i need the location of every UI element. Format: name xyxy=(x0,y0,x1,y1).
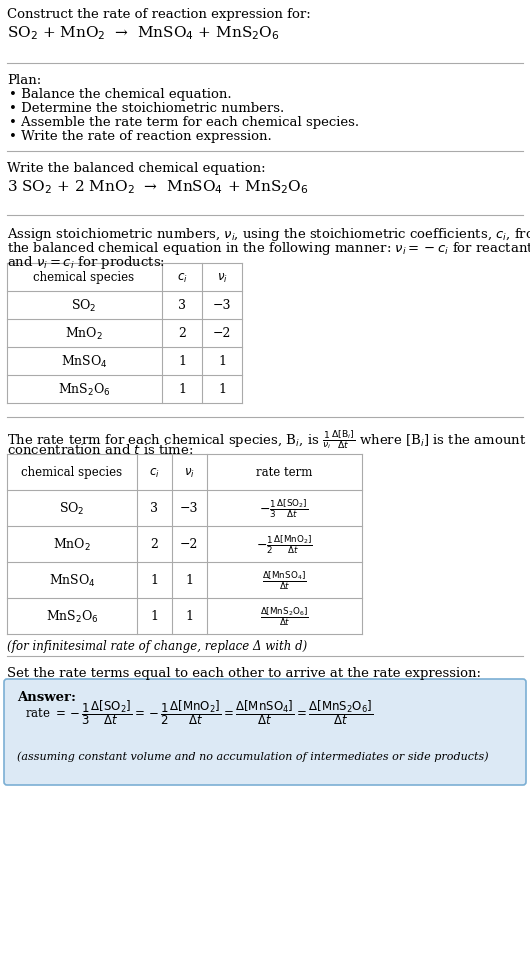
Text: −2: −2 xyxy=(180,538,198,551)
Text: −3: −3 xyxy=(180,502,198,515)
Text: $-\frac{1}{2}\frac{\Delta[\mathrm{MnO_2}]}{\Delta t}$: $-\frac{1}{2}\frac{\Delta[\mathrm{MnO_2}… xyxy=(255,533,312,556)
Text: −2: −2 xyxy=(213,327,231,340)
Text: chemical species: chemical species xyxy=(33,272,135,284)
Text: Set the rate terms equal to each other to arrive at the rate expression:: Set the rate terms equal to each other t… xyxy=(7,666,481,679)
Text: rate term: rate term xyxy=(256,466,312,479)
Text: 1: 1 xyxy=(218,355,226,368)
FancyBboxPatch shape xyxy=(4,679,526,786)
Text: 1: 1 xyxy=(178,355,186,368)
Text: The rate term for each chemical species, B$_i$, is $\frac{1}{\nu_i}\frac{\Delta[: The rate term for each chemical species,… xyxy=(7,428,526,450)
Text: 1: 1 xyxy=(150,573,158,587)
Text: • Assemble the rate term for each chemical species.: • Assemble the rate term for each chemic… xyxy=(9,116,359,129)
Text: 3: 3 xyxy=(150,502,158,515)
Text: Plan:: Plan: xyxy=(7,74,41,87)
Text: 1: 1 xyxy=(218,383,226,396)
Text: MnSO$_4$: MnSO$_4$ xyxy=(49,573,95,588)
Text: 2: 2 xyxy=(178,327,186,340)
Text: MnS$_2$O$_6$: MnS$_2$O$_6$ xyxy=(58,382,110,398)
Text: $\nu_i$: $\nu_i$ xyxy=(217,272,227,284)
Text: MnO$_2$: MnO$_2$ xyxy=(65,325,103,342)
Text: MnSO$_4$: MnSO$_4$ xyxy=(60,354,108,369)
Text: Write the balanced chemical equation:: Write the balanced chemical equation: xyxy=(7,162,266,175)
Text: MnO$_2$: MnO$_2$ xyxy=(53,536,91,552)
Text: SO$_2$: SO$_2$ xyxy=(71,298,97,314)
Text: $\nu_i$: $\nu_i$ xyxy=(183,466,195,479)
Text: 1: 1 xyxy=(185,573,193,587)
Text: 1: 1 xyxy=(178,383,186,396)
Text: $c_i$: $c_i$ xyxy=(176,272,188,284)
Text: MnS$_2$O$_6$: MnS$_2$O$_6$ xyxy=(46,609,99,624)
Text: concentration and $t$ is time:: concentration and $t$ is time: xyxy=(7,443,193,456)
Text: $c_i$: $c_i$ xyxy=(148,466,160,479)
Text: $-\frac{1}{3}\frac{\Delta[\mathrm{SO_2}]}{\Delta t}$: $-\frac{1}{3}\frac{\Delta[\mathrm{SO_2}]… xyxy=(260,497,308,520)
Text: rate $= -\dfrac{1}{3}\dfrac{\Delta[\mathrm{SO_2}]}{\Delta t} = -\dfrac{1}{2}\dfr: rate $= -\dfrac{1}{3}\dfrac{\Delta[\math… xyxy=(25,698,373,727)
Text: (assuming constant volume and no accumulation of intermediates or side products): (assuming constant volume and no accumul… xyxy=(17,750,489,761)
Text: Answer:: Answer: xyxy=(17,691,76,703)
Text: the balanced chemical equation in the following manner: $\nu_i = -c_i$ for react: the balanced chemical equation in the fo… xyxy=(7,239,530,257)
Text: SO$_2$: SO$_2$ xyxy=(59,500,85,517)
Text: $\frac{\Delta[\mathrm{MnS_2O_6}]}{\Delta t}$: $\frac{\Delta[\mathrm{MnS_2O_6}]}{\Delta… xyxy=(260,605,308,627)
Text: −3: −3 xyxy=(213,299,231,313)
Text: • Balance the chemical equation.: • Balance the chemical equation. xyxy=(9,88,232,101)
Text: $\frac{\Delta[\mathrm{MnSO_4}]}{\Delta t}$: $\frac{\Delta[\mathrm{MnSO_4}]}{\Delta t… xyxy=(262,569,306,592)
Text: 1: 1 xyxy=(185,610,193,623)
Text: chemical species: chemical species xyxy=(21,466,122,479)
Text: 3 SO$_2$ + 2 MnO$_2$  →  MnSO$_4$ + MnS$_2$O$_6$: 3 SO$_2$ + 2 MnO$_2$ → MnSO$_4$ + MnS$_2… xyxy=(7,178,309,195)
Text: 2: 2 xyxy=(150,538,158,551)
Text: • Determine the stoichiometric numbers.: • Determine the stoichiometric numbers. xyxy=(9,102,284,115)
Text: 3: 3 xyxy=(178,299,186,313)
Text: 1: 1 xyxy=(150,610,158,623)
Text: Construct the rate of reaction expression for:: Construct the rate of reaction expressio… xyxy=(7,8,311,21)
Text: and $\nu_i = c_i$ for products:: and $\nu_i = c_i$ for products: xyxy=(7,254,165,271)
Text: • Write the rate of reaction expression.: • Write the rate of reaction expression. xyxy=(9,130,272,143)
Text: Assign stoichiometric numbers, $\nu_i$, using the stoichiometric coefficients, $: Assign stoichiometric numbers, $\nu_i$, … xyxy=(7,226,530,242)
Text: (for infinitesimal rate of change, replace Δ with d): (for infinitesimal rate of change, repla… xyxy=(7,639,307,653)
Text: SO$_2$ + MnO$_2$  →  MnSO$_4$ + MnS$_2$O$_6$: SO$_2$ + MnO$_2$ → MnSO$_4$ + MnS$_2$O$_… xyxy=(7,24,280,42)
